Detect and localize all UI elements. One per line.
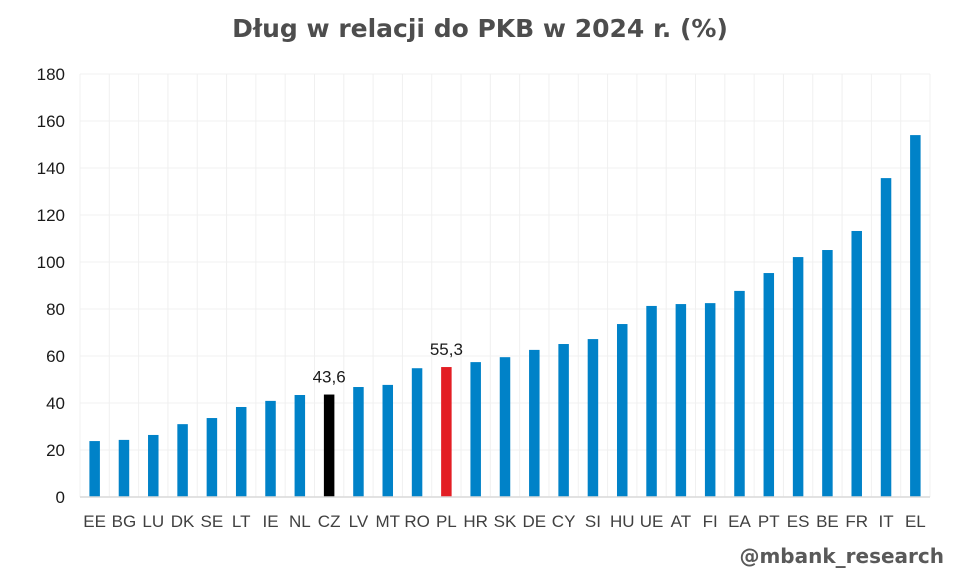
bar-lu xyxy=(148,434,159,497)
data-labels: 43,6 55,3 xyxy=(313,340,463,386)
bar-lt xyxy=(235,406,247,497)
x-tick-label: LV xyxy=(349,512,369,531)
y-tick-label: 80 xyxy=(46,300,65,319)
bar-dk xyxy=(177,424,188,497)
bar-pt xyxy=(763,273,775,497)
bar-de xyxy=(529,349,540,497)
bar-el xyxy=(910,135,921,497)
y-tick-label: 20 xyxy=(46,441,65,460)
x-tick-label: SI xyxy=(585,512,601,531)
bar-lv xyxy=(353,387,364,497)
x-tick-label: FI xyxy=(703,512,718,531)
x-tick-label: LU xyxy=(142,512,164,531)
bar-pl xyxy=(441,367,452,497)
x-tick-label: RO xyxy=(404,512,430,531)
x-tick-label: SE xyxy=(201,512,224,531)
bar-cy xyxy=(558,344,569,497)
bar-ro xyxy=(411,368,423,497)
bar-ee xyxy=(89,441,100,497)
bar-ea xyxy=(734,290,745,497)
x-tick-label: DE xyxy=(522,512,546,531)
data-label-cz: 43,6 xyxy=(313,368,346,387)
x-tick-label: BG xyxy=(112,512,137,531)
x-tick-label: IT xyxy=(878,512,893,531)
bar-cz xyxy=(323,394,335,497)
x-tick-label: LT xyxy=(232,512,251,531)
y-tick-label: 160 xyxy=(37,112,65,131)
gridlines xyxy=(79,73,931,497)
bars xyxy=(89,135,921,498)
bar-ie xyxy=(265,400,276,497)
bar-nl xyxy=(294,395,306,497)
x-tick-label: CY xyxy=(552,512,576,531)
x-tick-label: PT xyxy=(758,512,780,531)
y-tick-label: 60 xyxy=(46,347,65,366)
x-axis-ticks: EE BG LU DK SE LT IE NL CZ LV MT RO PL HR SK DE CY SI HU UE… xyxy=(83,512,925,531)
x-tick-label: NL xyxy=(289,512,311,531)
x-tick-label: EL xyxy=(905,512,926,531)
x-tick-label: PL xyxy=(436,512,457,531)
x-tick-label: ES xyxy=(787,512,810,531)
y-tick-label: 180 xyxy=(37,65,65,84)
x-tick-label: HR xyxy=(463,512,488,531)
y-tick-label: 0 xyxy=(56,488,65,507)
y-tick-label: 140 xyxy=(37,159,65,178)
credit-handle: @mbank_research xyxy=(739,544,944,568)
bar-se xyxy=(206,418,218,497)
x-tick-label: EA xyxy=(728,512,751,531)
bar-ue xyxy=(646,305,657,497)
data-label-pl: 55,3 xyxy=(430,340,463,359)
bar-es xyxy=(792,257,804,497)
x-tick-label: FR xyxy=(845,512,868,531)
y-axis-ticks: 0 20 40 60 80 100 120 140 160 180 xyxy=(37,65,65,507)
x-tick-label: HU xyxy=(610,512,635,531)
x-tick-label: AT xyxy=(671,512,691,531)
bar-fr xyxy=(851,230,862,498)
x-tick-label: IE xyxy=(262,512,278,531)
x-tick-label: EE xyxy=(83,512,106,531)
y-tick-label: 100 xyxy=(37,253,65,272)
x-tick-label: UE xyxy=(640,512,664,531)
x-tick-label: SK xyxy=(494,512,517,531)
bar-be xyxy=(822,250,833,497)
y-tick-label: 40 xyxy=(46,394,65,413)
bar-hu xyxy=(616,324,628,497)
bar-si xyxy=(587,339,599,497)
bar-mt xyxy=(382,384,394,497)
bar-bg xyxy=(118,439,130,497)
bar-at xyxy=(675,304,687,497)
x-tick-label: BE xyxy=(816,512,839,531)
x-tick-label: MT xyxy=(375,512,400,531)
bar-fi xyxy=(704,303,716,497)
chart-title: Dług w relacji do PKB w 2024 r. (%) xyxy=(232,14,728,43)
y-tick-label: 120 xyxy=(37,206,65,225)
bar-sk xyxy=(499,357,511,497)
x-tick-label: DK xyxy=(171,512,195,531)
bar-it xyxy=(880,178,892,498)
x-tick-label: CZ xyxy=(318,512,341,531)
bar-hr xyxy=(470,362,481,497)
